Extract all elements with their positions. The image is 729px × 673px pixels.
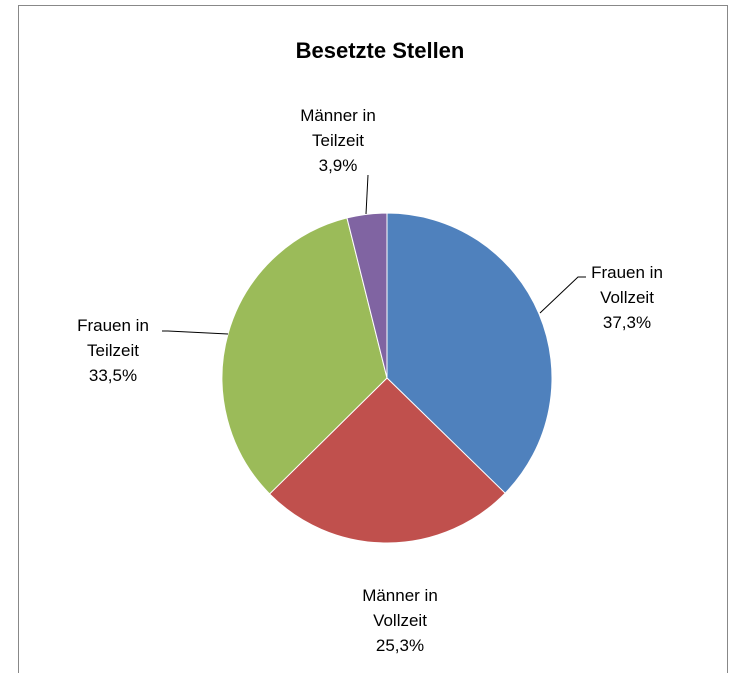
pie-slice	[386, 212, 553, 494]
leader-line	[162, 330, 229, 335]
label-category: Männer in Vollzeit	[362, 586, 438, 630]
label-value: 25,3%	[375, 636, 425, 655]
label-value: 37,3%	[602, 313, 652, 332]
pie-slice	[346, 212, 388, 379]
label-category: Männer in Teilzeit	[300, 106, 376, 150]
leader-line	[365, 174, 369, 215]
data-label: Männer in Vollzeit 25,3%	[345, 583, 455, 658]
chart-title: Besetzte Stellen	[296, 38, 465, 63]
pie-slice	[221, 217, 388, 495]
label-value: 33,5%	[88, 366, 138, 385]
label-category: Frauen in Teilzeit	[77, 316, 149, 360]
leader-line	[539, 276, 586, 314]
label-category: Frauen in Vollzeit	[591, 263, 663, 307]
data-label: Frauen in Teilzeit 33,5%	[58, 313, 168, 388]
data-label: Männer in Teilzeit 3,9%	[283, 103, 393, 178]
label-value: 3,9%	[318, 156, 358, 175]
pie-slice	[268, 377, 506, 544]
data-label: Frauen in Vollzeit 37,3%	[572, 260, 682, 335]
